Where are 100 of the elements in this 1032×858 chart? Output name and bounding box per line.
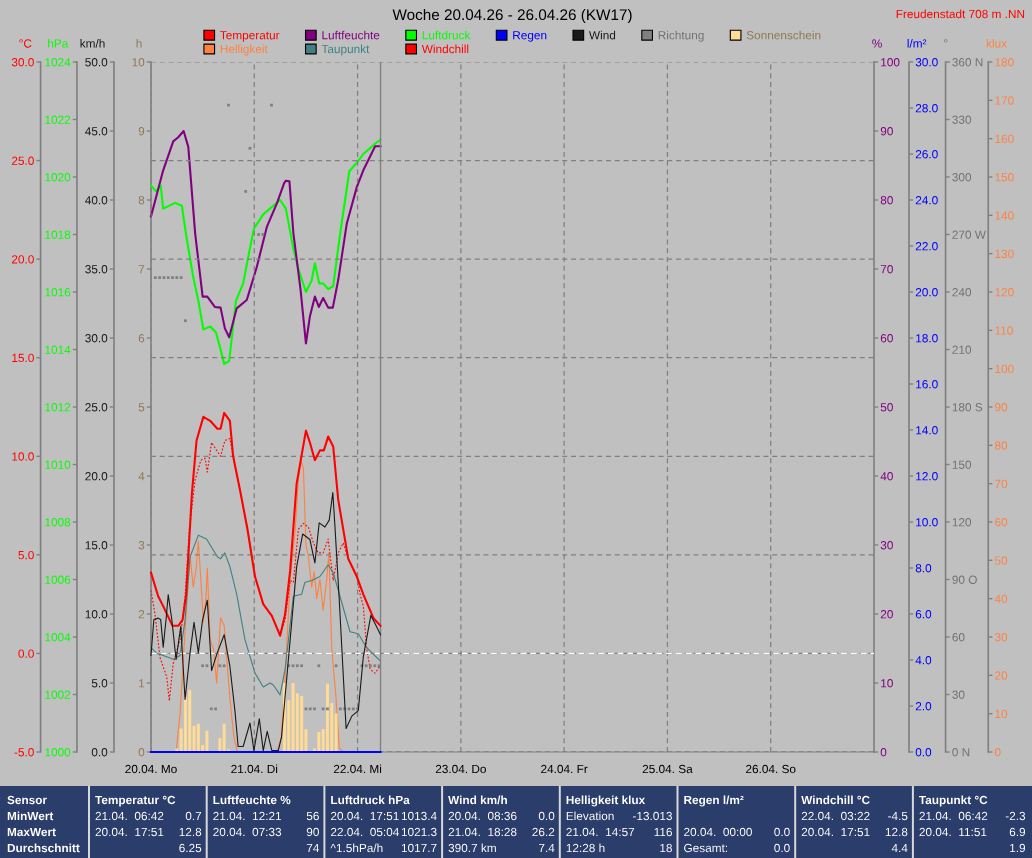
x-tick-label: 24.04. Fr — [541, 764, 588, 774]
legend-label: Taupunkt — [321, 44, 370, 56]
x-tick-label: 26.04. So — [746, 764, 796, 774]
text: Helligkeit klux — [566, 795, 646, 807]
x-tick-label: 23.04. Do — [435, 764, 486, 774]
y3-tick-label: 270 W — [952, 230, 986, 239]
text: 7.4 — [539, 843, 555, 853]
y-axis-title: h — [136, 39, 142, 48]
text: 1.9 — [1010, 843, 1026, 853]
y-tick-label: 7 — [138, 265, 145, 274]
text: 390.7 km — [448, 843, 496, 853]
y-tick-label: 0 — [138, 748, 145, 757]
y2-tick-label: 30.0 — [85, 334, 108, 343]
y2-axis-title: % — [872, 39, 882, 48]
text: 0.0 — [774, 827, 790, 837]
text: MinWert — [7, 811, 54, 821]
y3-tick-label: 210 — [952, 345, 972, 354]
y2-tick-label: 80 — [995, 441, 1008, 450]
y-tick-label: 24.0 — [915, 196, 938, 205]
chart-title: Woche 20.04.26 - 26.04.26 (KW17) — [392, 8, 632, 24]
legend-label: Regen — [513, 31, 547, 42]
y3-tick-label: 30 — [952, 690, 965, 699]
y2-tick-label: 110 — [995, 326, 1013, 335]
y2-tick-label: 30 — [880, 541, 893, 550]
y3-axis-title: hPa — [48, 39, 69, 48]
y3-tick-label: 1018 — [45, 230, 71, 239]
y2-tick-label: 170 — [995, 96, 1014, 105]
text: Luftfeuchte % — [213, 795, 291, 805]
legend-label: Richtung — [658, 30, 704, 42]
y-axis-title: °C — [19, 39, 32, 48]
text: 18 — [660, 843, 672, 853]
y3-tick-label: 1022 — [45, 115, 71, 124]
text: 20.04. 00:00 — [684, 827, 752, 837]
text: 21.04. 18:28 — [448, 827, 517, 837]
text: Windchill °C — [801, 795, 870, 805]
y2-tick-label: 90 — [995, 403, 1008, 412]
y-tick-label: 20.0 — [11, 255, 34, 264]
x-tick-label: 25.04. Sa — [642, 764, 693, 774]
text: Gesamt: — [684, 843, 728, 853]
text: 22.04. 03:22 — [801, 811, 870, 821]
text: 1021.3 — [401, 827, 437, 837]
y3-tick-label: 0 N — [952, 748, 970, 757]
y3-tick-label: 1012 — [45, 403, 71, 412]
y-tick-label: 22.0 — [915, 242, 938, 251]
text: 12.8 — [179, 827, 202, 837]
y2-tick-label: 5.0 — [91, 679, 108, 688]
x-tick-label: 22.04. Mi — [333, 764, 382, 774]
text: 20.04. 07:33 — [213, 827, 282, 837]
text: Freudenstadt 708 m .NN — [896, 9, 1025, 19]
y2-tick-label: 50.0 — [85, 58, 108, 67]
legend-label: Temperatur — [220, 31, 280, 42]
y-tick-label: 30.0 — [915, 58, 938, 67]
y3-tick-label: 1002 — [45, 690, 71, 699]
text: 20.04. 11:51 — [919, 827, 987, 837]
y-tick-label: -5.0 — [14, 748, 34, 757]
text: -4.5 — [888, 811, 908, 821]
y-tick-label: 3 — [138, 541, 145, 550]
text: 20.04. 17:51 — [801, 827, 870, 837]
y3-tick-label: 300 — [952, 173, 972, 182]
y2-tick-label: 50 — [994, 556, 1008, 565]
text: MaxWert — [7, 827, 56, 837]
y-tick-label: 26.0 — [915, 150, 938, 159]
y2-tick-label: 10.0 — [85, 610, 108, 619]
text: Wind km/h — [448, 795, 507, 805]
y-tick-label: 15.0 — [12, 353, 34, 363]
y2-tick-label: 30 — [994, 633, 1008, 642]
y-tick-label: 25.0 — [11, 156, 34, 165]
y-axis-title: l/m² — [907, 39, 927, 48]
text: 26.2 — [532, 827, 555, 837]
y-tick-label: 4 — [138, 472, 145, 481]
text: 20.04. 17:51 — [330, 811, 399, 821]
y2-tick-label: 70 — [995, 479, 1008, 489]
y-tick-label: 9 — [138, 127, 145, 136]
y3-tick-label: 120 — [952, 518, 972, 527]
y2-tick-label: 35.0 — [85, 265, 108, 274]
y3-tick-label: 240 — [952, 288, 972, 297]
text: -13.013 — [632, 811, 672, 821]
text: 21.04. 06:42 — [919, 811, 988, 821]
y2-tick-label: 20 — [880, 610, 893, 619]
y-tick-label: 4.0 — [915, 656, 932, 665]
text: 0.0 — [774, 843, 790, 853]
x-tick-label: 20.04. Mo — [125, 764, 177, 774]
text: 1013.4 — [401, 811, 437, 821]
y2-tick-label: 15.0 — [85, 541, 108, 550]
y3-tick-label: 1004 — [45, 633, 71, 642]
y2-tick-label: 10 — [995, 709, 1008, 719]
y2-tick-label: 80 — [880, 196, 893, 205]
y2-tick-label: 25.0 — [85, 403, 108, 412]
y3-tick-label: 1010 — [45, 460, 71, 469]
text: Elevation — [566, 811, 614, 821]
y-tick-label: 5.0 — [18, 550, 34, 560]
y2-axis-title: klux — [986, 39, 1007, 48]
y3-tick-label: 1008 — [45, 518, 71, 527]
y-tick-label: 2 — [138, 610, 145, 619]
y3-tick-label: 90 O — [952, 575, 977, 584]
y2-tick-label: 45.0 — [85, 127, 108, 136]
legend-label: Wind — [589, 30, 616, 40]
y-tick-label: 6 — [138, 334, 145, 343]
y2-tick-label: 60 — [995, 518, 1008, 527]
text: 6.25 — [179, 843, 202, 853]
